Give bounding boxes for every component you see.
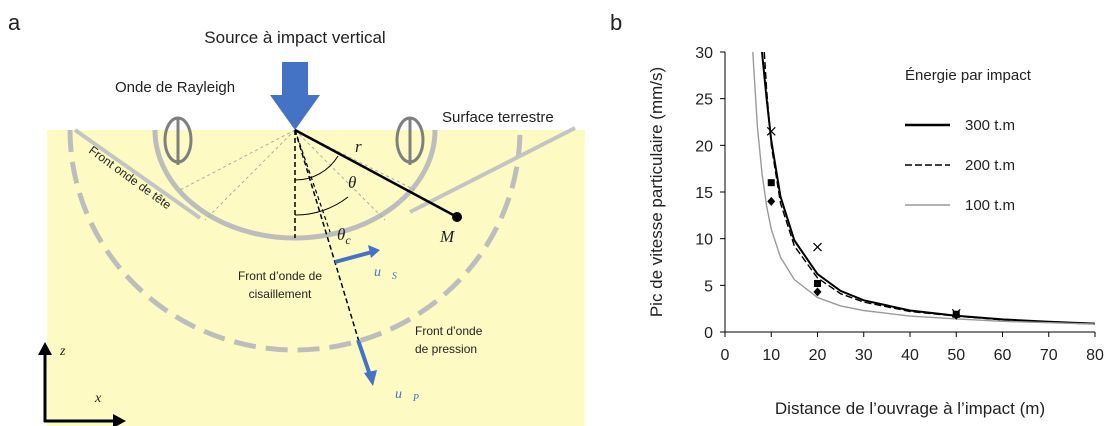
series-line bbox=[761, 52, 1096, 325]
theta-c-arc bbox=[294, 196, 349, 216]
y-tick-label: 30 bbox=[695, 45, 713, 62]
r-label: r bbox=[355, 137, 362, 156]
y-tick-label: 0 bbox=[704, 325, 713, 342]
y-tick-label: 20 bbox=[695, 138, 713, 155]
y-tick-label: 5 bbox=[704, 278, 713, 295]
x-tick-label: 80 bbox=[1086, 347, 1104, 364]
rays bbox=[179, 129, 416, 221]
up-label: u⃗P bbox=[395, 387, 419, 404]
theta-c: θ bbox=[337, 225, 345, 244]
line: Front d’onde bbox=[415, 324, 483, 338]
y-tick-label: 15 bbox=[695, 185, 713, 202]
surface-label: Surface terrestre bbox=[442, 109, 554, 126]
series-line bbox=[752, 52, 1096, 325]
rayleigh-label: Onde de Rayleigh bbox=[115, 79, 235, 96]
us-arrow bbox=[334, 250, 373, 264]
legend-label: 200 t.m bbox=[965, 157, 1015, 174]
panel-label: a bbox=[8, 10, 21, 35]
marker-diamond bbox=[952, 310, 961, 320]
us-sub: S bbox=[392, 271, 397, 282]
x-tick-label: 20 bbox=[809, 347, 827, 364]
up-arrowhead bbox=[364, 370, 377, 386]
m-label: M bbox=[439, 227, 455, 246]
s-ray bbox=[294, 129, 331, 233]
x-arrowhead bbox=[113, 414, 126, 426]
line: de pression bbox=[415, 342, 477, 356]
line: cisaillement bbox=[249, 287, 312, 301]
point-m bbox=[452, 212, 462, 222]
y-axis-label: Pic de vitesse particulaire (mm/s) bbox=[647, 67, 666, 317]
shear-label: Front d’onde de cisaillement bbox=[238, 269, 322, 301]
marker-diamond bbox=[813, 287, 822, 297]
marker-square bbox=[767, 179, 775, 187]
theta-arc bbox=[294, 155, 339, 181]
theta-c-label: θc bbox=[337, 225, 351, 247]
up-sub: P bbox=[412, 393, 419, 404]
us: u⃗ bbox=[374, 265, 392, 280]
x-axis-label: Distance de l’ouvrage à l’impact (m) bbox=[775, 399, 1045, 418]
legend-title: Énergie par impact bbox=[905, 67, 1032, 84]
z-label: z bbox=[59, 344, 66, 359]
us-arrowhead bbox=[368, 245, 380, 258]
marker-x bbox=[766, 126, 776, 136]
marker-square bbox=[814, 279, 821, 287]
x-tick-label: 40 bbox=[901, 347, 919, 364]
y-tick-label: 10 bbox=[695, 232, 713, 249]
r-line bbox=[294, 128, 458, 219]
line: Front d’onde de bbox=[238, 269, 322, 283]
pressure-front bbox=[67, 129, 523, 353]
rayleigh-icons bbox=[163, 116, 425, 165]
y-tick-label: 25 bbox=[695, 92, 713, 109]
ground bbox=[47, 130, 585, 426]
plot-area bbox=[752, 52, 1096, 325]
z-arrowhead bbox=[38, 342, 52, 355]
marker-x bbox=[951, 308, 961, 318]
up: u⃗ bbox=[395, 387, 413, 402]
chart: Pic de vitesse particulaire (mm/s) Dista… bbox=[647, 67, 1045, 418]
theta-c-sub: c bbox=[345, 233, 351, 247]
source-label: Source à impact vertical bbox=[204, 28, 385, 47]
us-label: u⃗S bbox=[374, 265, 397, 282]
legend-label: 300 t.m bbox=[965, 117, 1015, 134]
x-tick-label: 30 bbox=[855, 347, 873, 364]
diagram: Source à impact vertical Onde de Rayleig… bbox=[38, 28, 585, 426]
marker-x bbox=[813, 242, 822, 252]
series-line bbox=[763, 52, 1096, 325]
marker-diamond bbox=[767, 196, 776, 206]
panel-label: b bbox=[610, 10, 622, 35]
x-tick-label: 60 bbox=[994, 347, 1012, 364]
x-tick-label: 10 bbox=[762, 347, 780, 364]
head-wave bbox=[409, 126, 576, 214]
x-tick-label: 0 bbox=[721, 347, 730, 364]
source-arrow bbox=[270, 62, 320, 130]
x-tick-label: 50 bbox=[947, 347, 965, 364]
theta-label: θ bbox=[348, 173, 356, 192]
pressure-label: Front d’onde de pression bbox=[415, 324, 483, 356]
head-wave bbox=[73, 128, 202, 220]
p-ray bbox=[294, 129, 361, 346]
x-label: x bbox=[94, 391, 102, 406]
x-tick-label: 70 bbox=[1040, 347, 1058, 364]
up-arrow bbox=[356, 339, 372, 376]
legend-label: 100 t.m bbox=[965, 197, 1015, 214]
